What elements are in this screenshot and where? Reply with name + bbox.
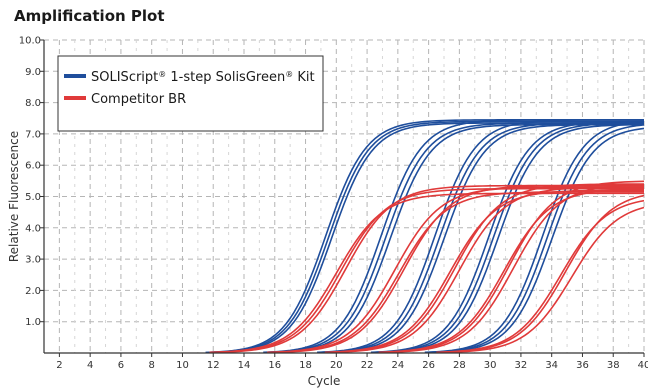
x-axis-title: Cycle <box>308 374 341 388</box>
series-line-solis <box>267 122 644 354</box>
x-tick-label: 28 <box>453 360 466 371</box>
legend: SOLIScript® 1-step SolisGreen® Kit Compet… <box>57 55 324 132</box>
series-line-competitor <box>386 183 645 354</box>
axes: 2 4 6 8 10 12 14 16 18 20 22 24 26 28 30 32 34 36 38 401.02… <box>7 36 648 389</box>
series-line-competitor <box>328 183 644 354</box>
series-line-competitor <box>209 192 644 354</box>
x-tick-label: 10 <box>176 360 189 371</box>
series-line-solis <box>424 120 645 354</box>
series-line-solis <box>209 120 644 354</box>
series-line-competitor <box>332 186 645 354</box>
series-line-competitor <box>447 206 645 354</box>
y-tick-label: 7.0 <box>25 129 41 140</box>
legend-entry: SOLIScript® 1-step SolisGreen® Kit <box>91 70 315 86</box>
x-tick-label: 34 <box>545 360 558 371</box>
series-line-competitor <box>278 184 644 354</box>
x-tick-label: 38 <box>607 360 620 371</box>
series-layer <box>205 119 645 354</box>
series-line-competitor <box>382 180 645 354</box>
x-tick-label: 18 <box>299 360 312 371</box>
series-line-solis <box>374 122 645 354</box>
x-tick-label: 8 <box>149 360 155 371</box>
x-tick-label: 40 <box>638 360 648 371</box>
x-tick-label: 2 <box>56 360 62 371</box>
y-tick-label: 3.0 <box>25 255 41 266</box>
legend-box <box>57 55 324 132</box>
x-tick-label: 22 <box>361 360 374 371</box>
y-tick-label: 9.0 <box>25 67 41 78</box>
x-tick-label: 36 <box>576 360 589 371</box>
legend-entry: Competitor BR <box>91 92 186 107</box>
x-tick-label: 16 <box>268 360 281 371</box>
series-line-solis <box>428 124 645 354</box>
y-tick-label: 8.0 <box>25 98 41 109</box>
x-tick-label: 24 <box>391 360 404 371</box>
x-tick-label: 26 <box>422 360 435 371</box>
chart-title: Amplification Plot <box>14 7 165 25</box>
y-tick-label: 4.0 <box>25 223 41 234</box>
y-tick-label: 1.0 <box>25 317 41 328</box>
series-line-competitor <box>440 194 645 354</box>
y-tick-label: 6.0 <box>25 161 41 172</box>
x-tick-label: 4 <box>87 360 93 371</box>
x-tick-label: 30 <box>484 360 497 371</box>
x-tick-label: 6 <box>118 360 124 371</box>
y-tick-label: 10.0 <box>19 36 41 47</box>
series-line-solis <box>432 127 645 354</box>
y-tick-label: 2.0 <box>25 286 41 297</box>
series-line-solis <box>317 119 644 354</box>
x-tick-label: 14 <box>238 360 251 371</box>
y-axis-title: Relative Fluorescence <box>7 131 21 262</box>
x-tick-label: 32 <box>515 360 528 371</box>
x-tick-label: 20 <box>330 360 343 371</box>
y-tick-label: 5.0 <box>25 192 41 203</box>
x-tick-label: 12 <box>207 360 220 371</box>
series-line-competitor <box>217 184 644 354</box>
